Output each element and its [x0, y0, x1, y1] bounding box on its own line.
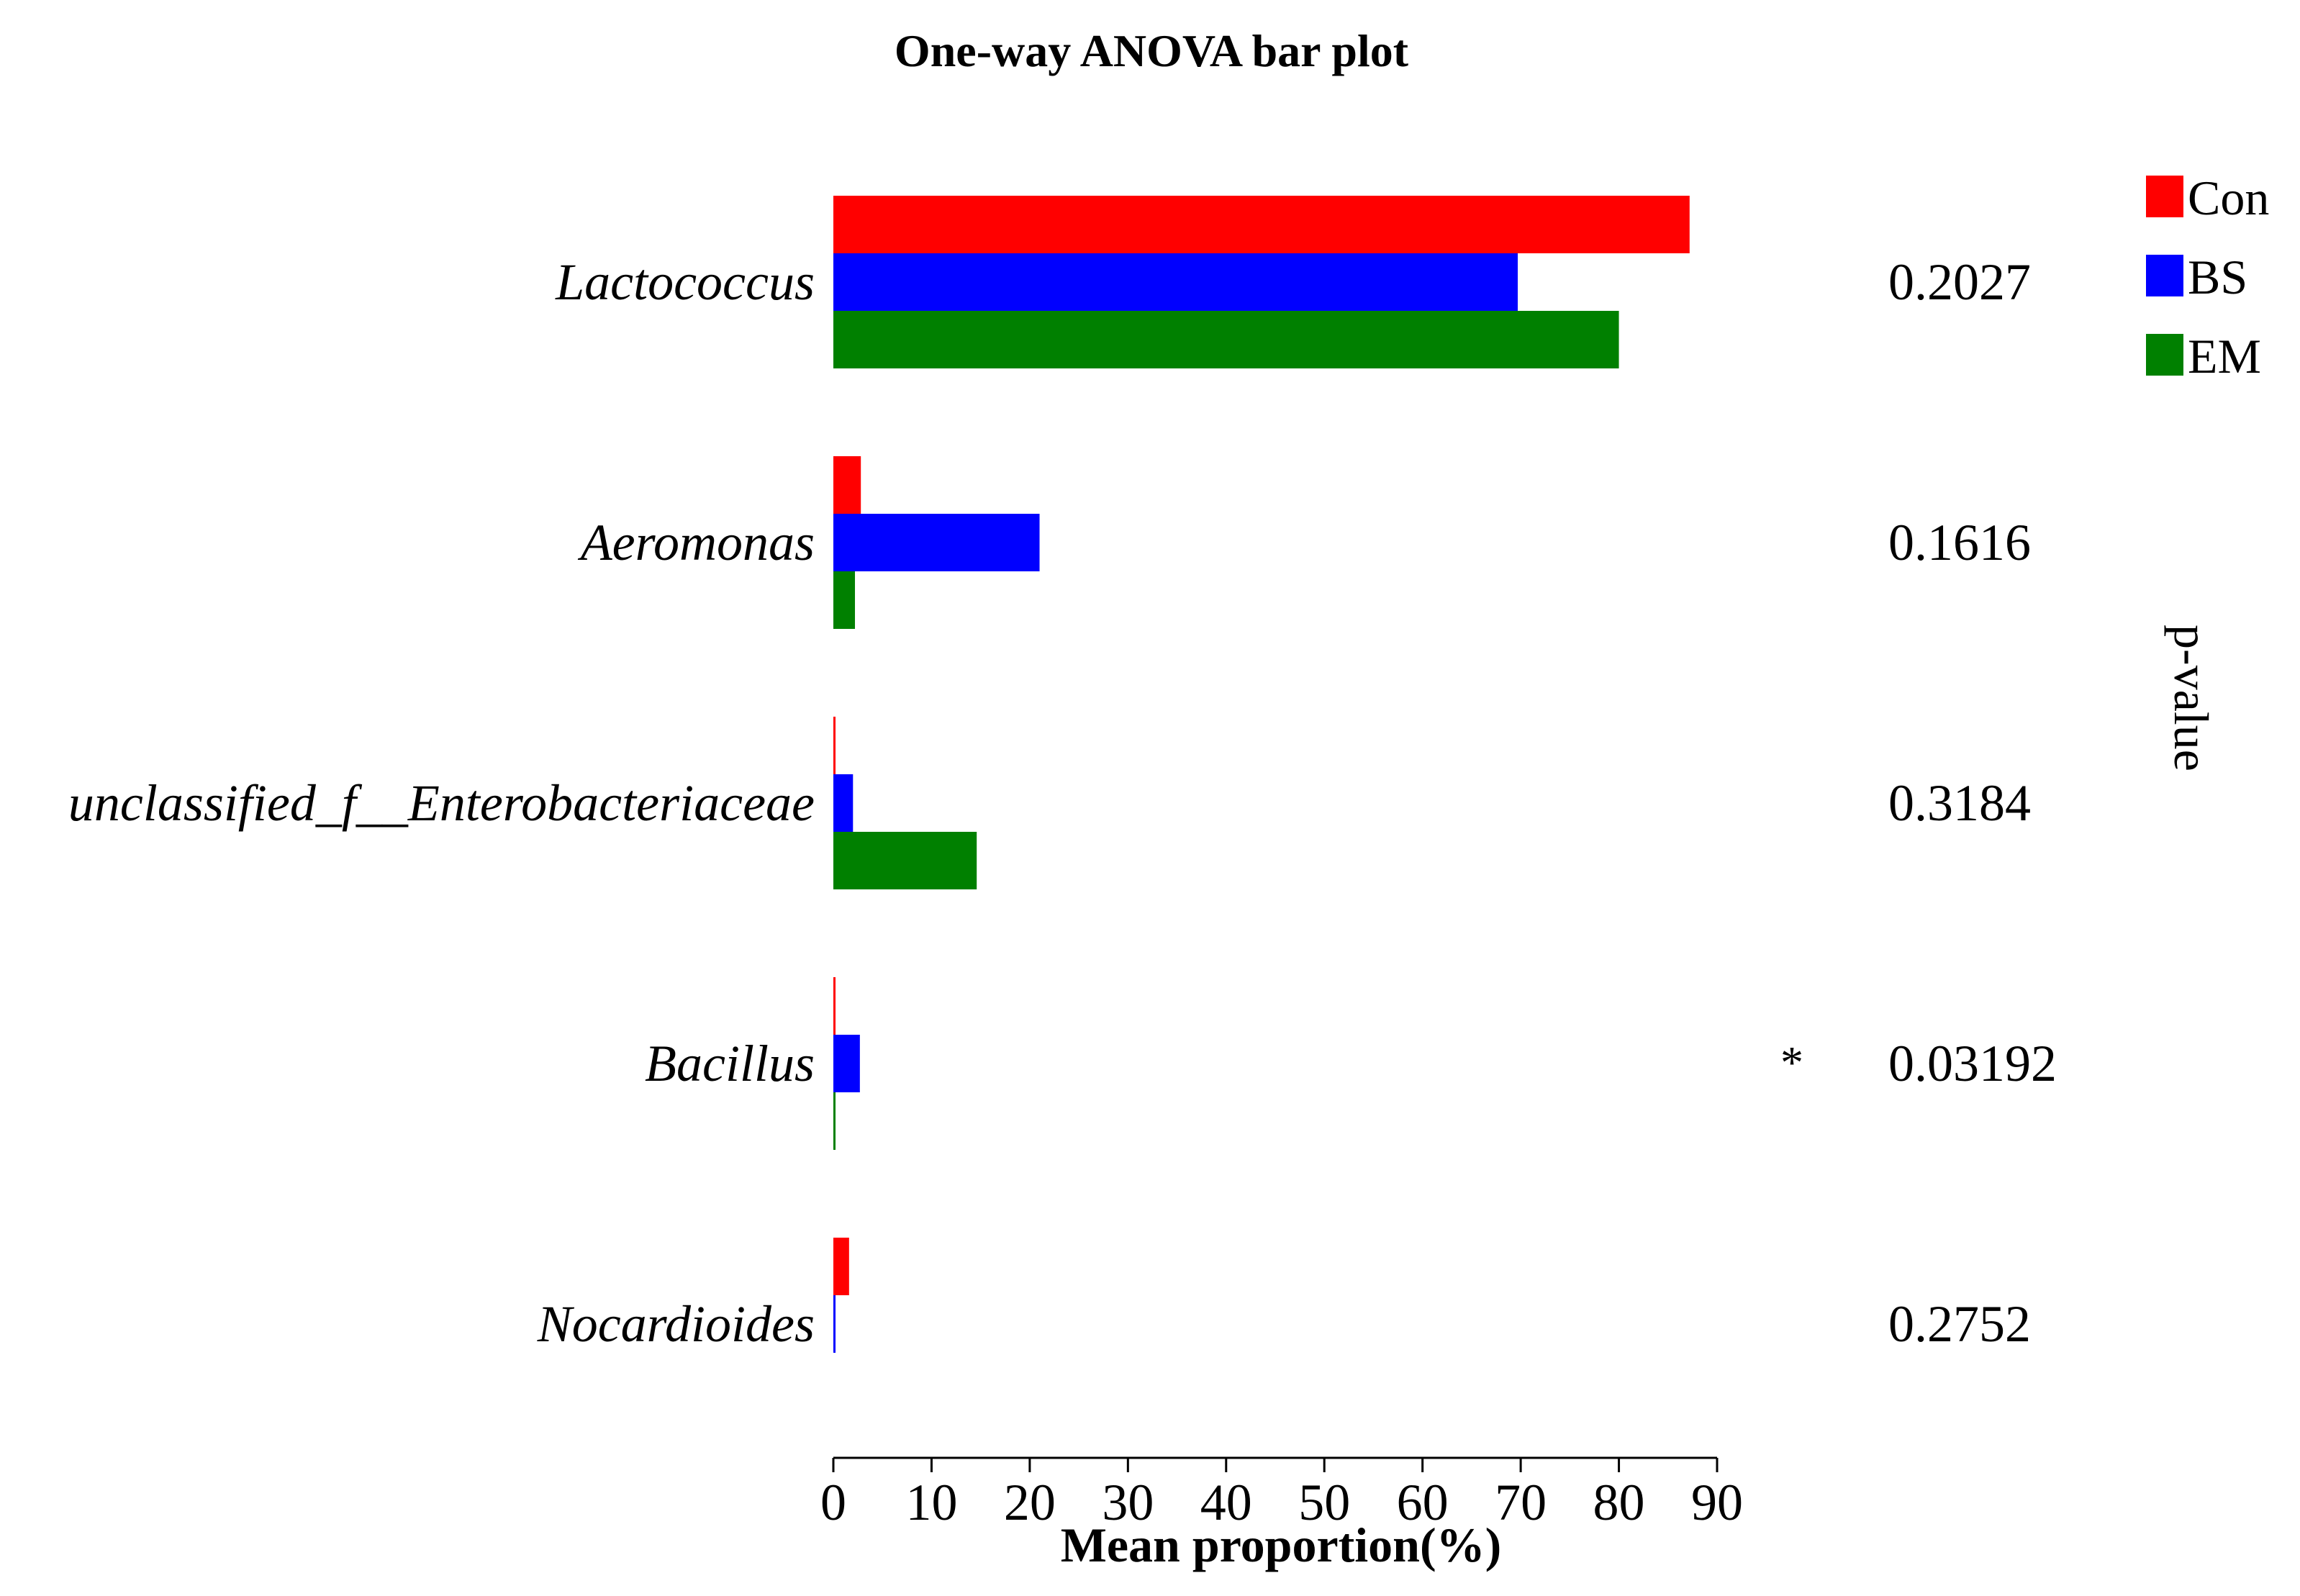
legend-label-bs: BS: [2188, 250, 2247, 304]
bar-em-4: [833, 1092, 836, 1150]
x-tick-label: 80: [1593, 1474, 1645, 1531]
bar-con-1: [833, 196, 1690, 253]
bar-em-2: [833, 571, 856, 629]
bar-bs-3: [833, 774, 854, 832]
category-label: unclassified_f__Enterobacteriaceae: [68, 774, 815, 832]
bar-em-1: [833, 311, 1619, 368]
bars-layer: [833, 196, 1690, 1353]
x-tick-label: 90: [1691, 1474, 1743, 1531]
p-value: 0.3184: [1888, 774, 2031, 832]
legend-swatch-bs: [2146, 255, 2183, 296]
bar-con-4: [833, 977, 836, 1035]
bar-con-5: [833, 1238, 849, 1295]
category-labels: Lactococcus Aeromonas unclassified_f__Ente…: [68, 253, 815, 1353]
legend-label-em: EM: [2188, 329, 2261, 384]
p-value: 0.03192: [1888, 1035, 2057, 1092]
x-axis-label: Mean proportion(%): [1061, 1518, 1502, 1572]
p-value-axis-label: p-value: [2164, 625, 2219, 771]
category-label: Lactococcus: [555, 253, 815, 311]
x-axis: 0 10 20 30 40 50 60 70 80 90: [820, 1456, 1743, 1531]
x-tick-label: 20: [1004, 1474, 1056, 1531]
bar-bs-1: [833, 253, 1518, 311]
x-tick-label: 0: [820, 1474, 846, 1531]
legend-swatch-em: [2146, 334, 2183, 376]
x-tick-label: 70: [1495, 1474, 1547, 1531]
x-tick-label: 60: [1397, 1474, 1449, 1531]
category-label: Nocardioides: [537, 1295, 815, 1353]
legend: Con BS EM: [2146, 171, 2269, 384]
significance-marker: *: [1780, 1037, 1803, 1088]
p-value: 0.1616: [1888, 514, 2031, 571]
x-tick-label: 30: [1102, 1474, 1154, 1531]
bar-em-3: [833, 832, 977, 889]
p-value: 0.2752: [1888, 1295, 2031, 1353]
category-label: Aeromonas: [578, 514, 815, 571]
p-value-labels: 0.2027 0.1616 0.3184 0.03192 * 0.2752: [1780, 253, 2057, 1353]
p-value: 0.2027: [1888, 253, 2031, 311]
bar-bs-4: [833, 1035, 860, 1092]
bar-bs-5: [833, 1295, 836, 1353]
x-tick-label: 40: [1200, 1474, 1252, 1531]
category-label: Bacillus: [645, 1035, 815, 1092]
bar-bs-2: [833, 514, 1040, 571]
legend-swatch-con: [2146, 176, 2183, 217]
x-tick-label: 50: [1298, 1474, 1350, 1531]
x-tick-label: 10: [905, 1474, 957, 1531]
bar-con-3: [833, 717, 836, 774]
bar-con-2: [833, 456, 861, 514]
legend-label-con: Con: [2188, 171, 2269, 225]
chart-title: One-way ANOVA bar plot: [895, 25, 1409, 76]
